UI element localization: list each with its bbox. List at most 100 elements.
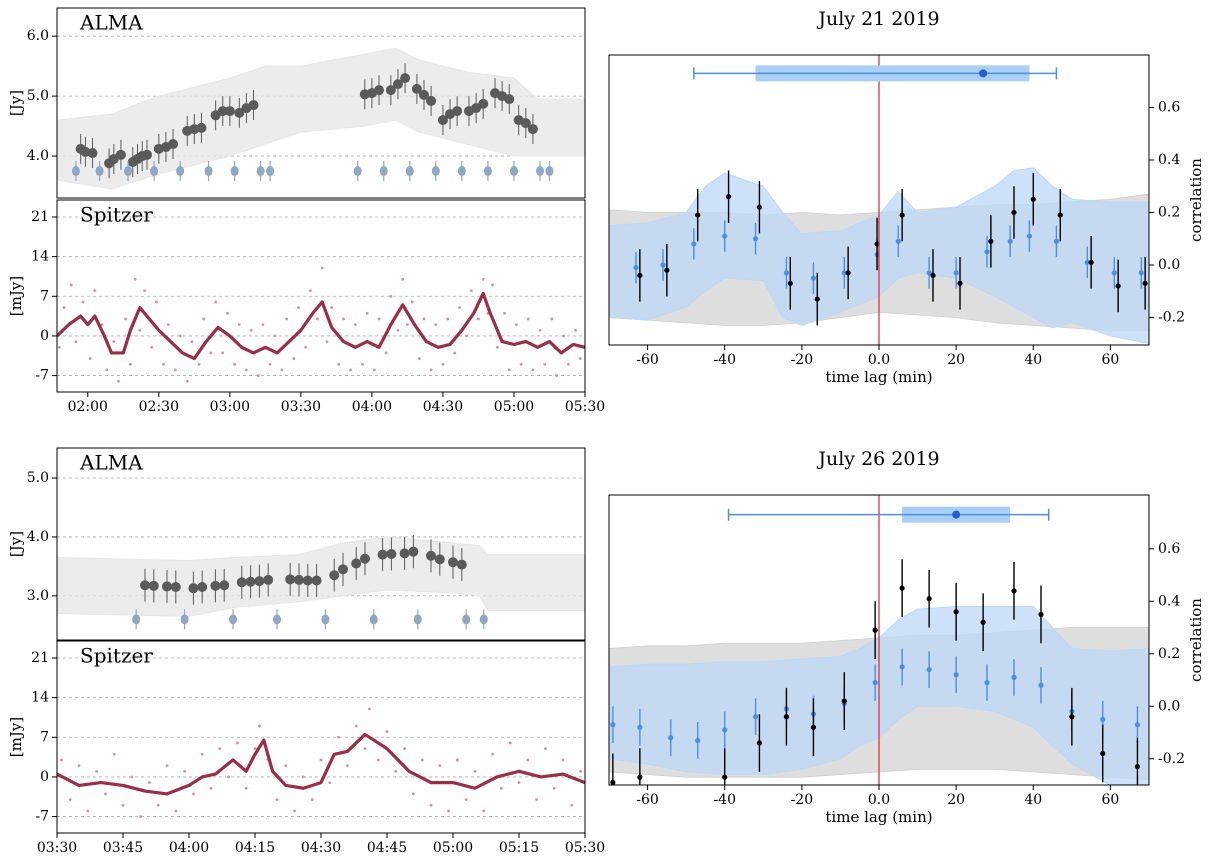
scan-marker — [431, 166, 440, 177]
data-point — [372, 368, 376, 372]
data-point — [280, 368, 284, 372]
data-point — [396, 328, 400, 332]
data-point — [245, 368, 248, 372]
data-point — [74, 340, 78, 343]
data-point — [192, 792, 195, 796]
data-point — [385, 730, 389, 734]
data-point — [354, 724, 358, 728]
x-tick-label: -40 — [713, 352, 736, 368]
x-tick-label: 05:00 — [433, 840, 473, 856]
data-point — [482, 809, 486, 813]
data-point — [302, 775, 305, 779]
data-point — [988, 238, 994, 244]
data-point — [633, 264, 639, 271]
data-point — [695, 212, 701, 218]
scan-marker — [479, 614, 488, 625]
data-point — [330, 306, 334, 310]
data-point — [253, 747, 257, 751]
data-point — [787, 280, 793, 286]
scan-marker — [204, 166, 213, 177]
data-point — [1134, 722, 1141, 728]
scan-marker — [413, 614, 422, 625]
data-point — [248, 100, 259, 111]
x-tick-label: 03:30 — [281, 399, 321, 415]
y-tick-label: 0.0 — [1158, 698, 1180, 714]
x-tick-label: 05:15 — [499, 840, 539, 856]
data-point — [227, 775, 231, 779]
data-point — [308, 289, 312, 293]
data-point — [190, 340, 194, 343]
data-point — [297, 306, 300, 310]
data-point — [104, 792, 107, 796]
x-tick-label: 20 — [947, 792, 965, 808]
data-point — [984, 680, 990, 686]
scan-marker — [321, 614, 330, 625]
x-tick-label: 04:00 — [352, 399, 392, 415]
x-tick-label: 0.0 — [868, 352, 890, 368]
data-point — [552, 786, 556, 790]
data-point — [178, 334, 182, 338]
data-point — [527, 124, 538, 135]
y-tick-label: 0.2 — [1158, 646, 1180, 662]
data-point — [141, 149, 152, 160]
data-point — [256, 374, 260, 377]
series-layer — [57, 707, 585, 818]
data-point — [139, 815, 143, 818]
data-point — [219, 580, 230, 591]
data-point — [325, 340, 329, 343]
data-point — [447, 809, 450, 813]
data-point — [217, 106, 228, 117]
x-tick-label: 04:00 — [169, 840, 209, 856]
data-point — [143, 289, 147, 293]
data-point — [953, 609, 959, 615]
scan-marker — [229, 614, 237, 625]
data-point — [162, 581, 172, 592]
data-point — [514, 323, 518, 327]
data-point — [320, 266, 324, 270]
data-point — [429, 368, 433, 372]
data-point — [441, 362, 445, 366]
y-tick-label: 0.6 — [1158, 99, 1180, 115]
data-point — [926, 270, 932, 276]
data-point — [128, 362, 132, 366]
scan-marker — [483, 166, 492, 177]
x-tick-label: 04:30 — [423, 399, 463, 415]
y-tick-label: -0.2 — [1158, 309, 1185, 325]
data-point — [507, 368, 511, 372]
y-axis-label: correlation — [1187, 158, 1205, 242]
data-point — [434, 554, 445, 565]
data-point — [722, 774, 728, 780]
data-point — [464, 798, 468, 801]
x-tick-label: -60 — [636, 352, 659, 368]
y-tick-label: -7 — [35, 809, 49, 825]
data-point — [930, 272, 936, 279]
y-tick-label: 21 — [31, 209, 49, 225]
data-point — [429, 803, 433, 807]
data-point — [1088, 259, 1094, 265]
data-point — [544, 747, 547, 751]
data-point — [138, 328, 142, 332]
y-axis-label: [mJy] — [7, 276, 25, 316]
data-point — [841, 698, 847, 704]
data-point — [481, 277, 485, 281]
data-point — [926, 596, 932, 602]
data-point — [93, 289, 97, 293]
series-layer — [57, 535, 585, 630]
data-point — [437, 115, 448, 126]
data-point — [285, 574, 296, 585]
data-point — [1115, 283, 1121, 289]
scan-marker — [536, 166, 545, 177]
y-tick-label: 3.0 — [27, 588, 49, 604]
data-point — [722, 233, 728, 239]
data-point — [574, 328, 577, 332]
data-point — [183, 769, 187, 773]
data-point — [579, 769, 582, 773]
scan-marker — [353, 166, 362, 177]
data-point — [477, 317, 480, 321]
data-point — [261, 323, 265, 327]
data-point — [1053, 238, 1060, 244]
data-point — [520, 118, 531, 129]
x-tick-label: 02:00 — [68, 399, 108, 415]
axes-frame — [56, 199, 586, 393]
